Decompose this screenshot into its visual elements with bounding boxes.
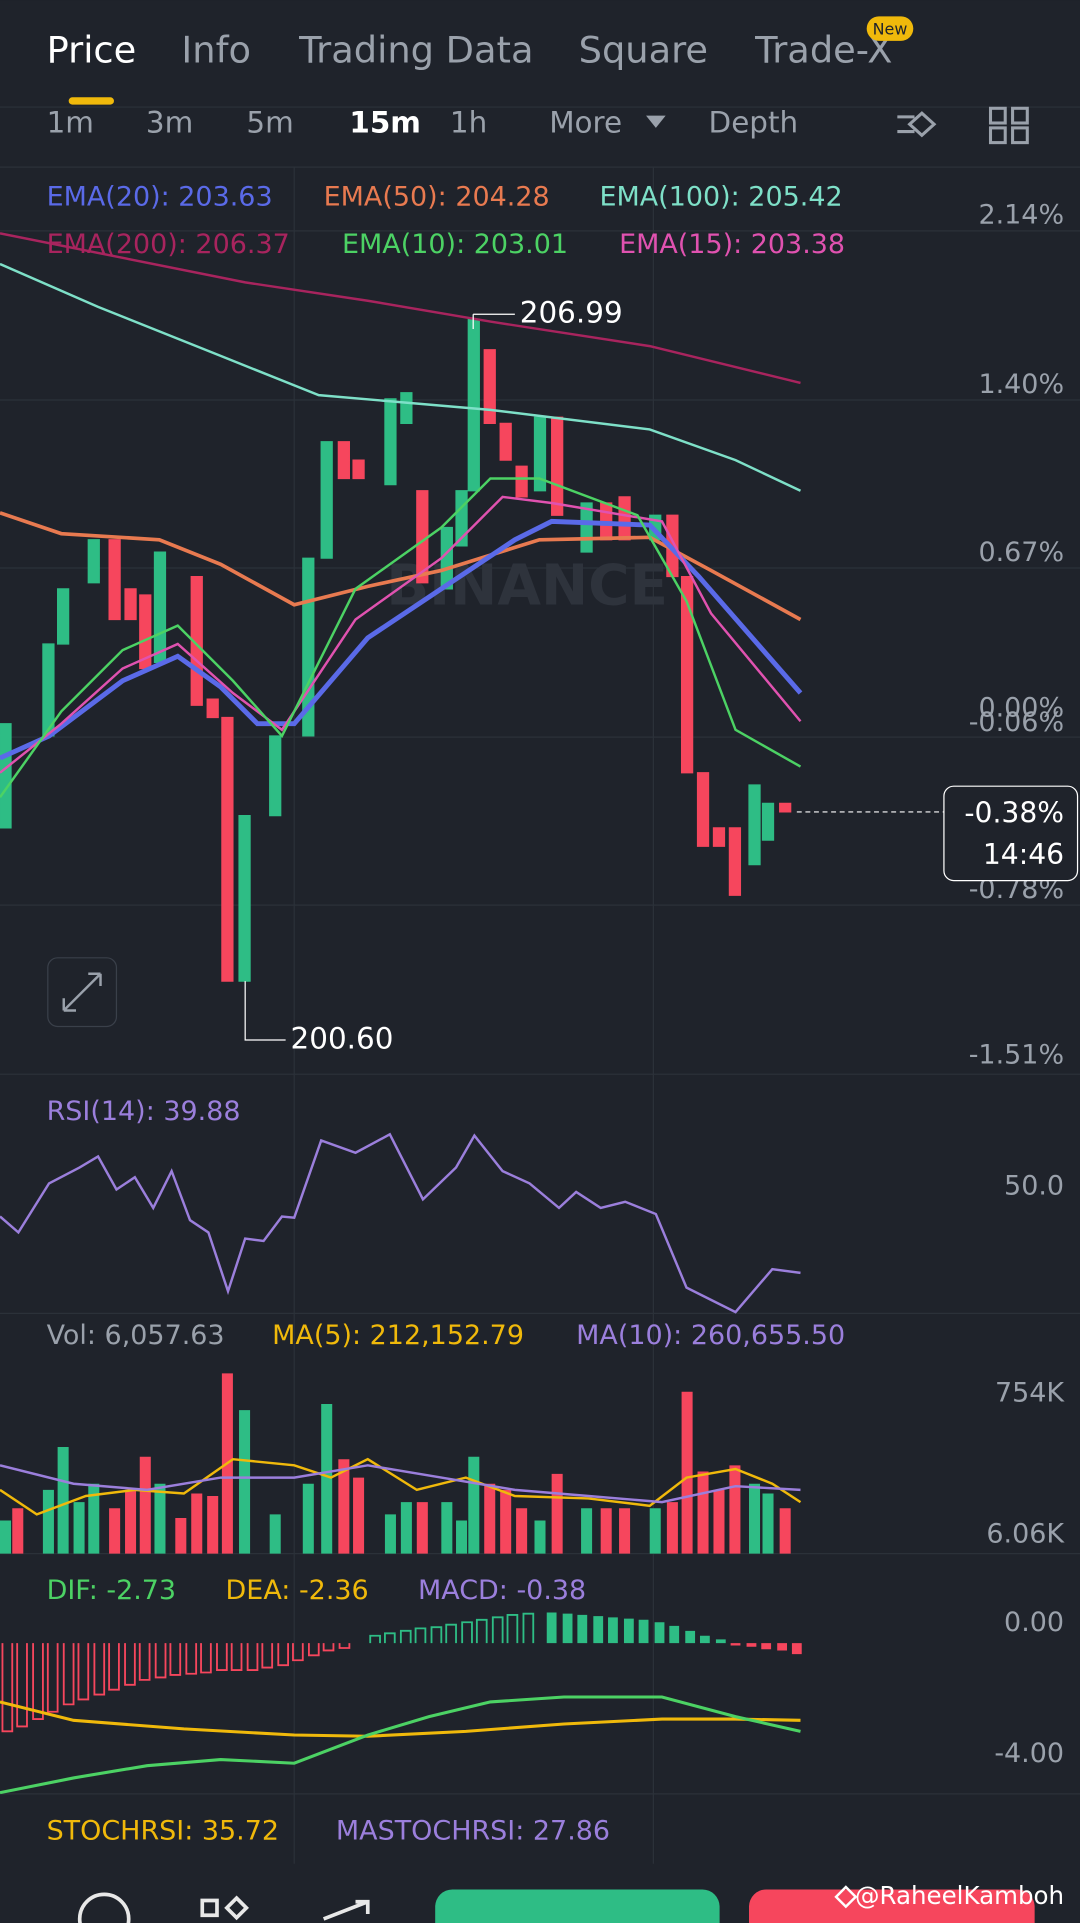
dea-line — [0, 1700, 801, 1738]
interval[interactable]: 1m — [47, 106, 94, 140]
axis-label: 0.67% — [978, 537, 1064, 568]
ema-label: EMA(15): 203.38 — [619, 229, 845, 260]
current-change: -0.38% — [964, 796, 1064, 829]
current-box — [943, 785, 1079, 882]
layout-icon — [1011, 106, 1029, 125]
ema-label: EMA(10): 203.01 — [342, 229, 568, 260]
watermark: BINANCE — [386, 553, 668, 618]
nav-icon[interactable] — [200, 1895, 250, 1921]
axis-label: 2.14% — [978, 200, 1064, 231]
layout-icon — [988, 126, 1007, 145]
vol-label: MA(5): 212,152.79 — [272, 1320, 524, 1351]
nav-icon[interactable] — [77, 1892, 131, 1923]
badge: New — [873, 19, 908, 38]
tab[interactable]: Trading Data — [298, 28, 533, 71]
rsi-label: RSI(14): 39.88 — [47, 1096, 241, 1127]
vol-label: MA(10): 260,655.50 — [576, 1320, 845, 1351]
axis-label: 0.00% — [978, 692, 1064, 723]
layout-icon — [1011, 126, 1029, 145]
stoch-label: STOCHRSI: 35.72 — [47, 1815, 279, 1846]
countdown: 14:46 — [983, 838, 1064, 871]
tab[interactable]: Info — [181, 28, 251, 71]
axis-label: -4.00 — [994, 1738, 1064, 1769]
vol-ma10 — [0, 1464, 801, 1504]
ema10-line — [0, 477, 802, 798]
settings-icon[interactable] — [897, 111, 937, 138]
tab[interactable]: Price — [47, 28, 137, 71]
axis-label: 50.0 — [1004, 1171, 1064, 1202]
macd-label: DIF: -2.73 — [47, 1575, 177, 1606]
axis-label: 6.06K — [986, 1519, 1065, 1550]
stoch-label: MASTOCHRSI: 27.86 — [336, 1815, 610, 1846]
expand-button[interactable] — [47, 957, 118, 1028]
axis-label: 0.00 — [1004, 1607, 1064, 1638]
ema-label: EMA(200): 206.37 — [47, 229, 290, 260]
macd-label: DEA: -2.36 — [226, 1575, 369, 1606]
volume-up — [0, 1404, 774, 1554]
credit: @RaheelKamboh — [855, 1881, 1064, 1910]
tab-indicator — [68, 97, 115, 105]
interval[interactable]: More — [549, 106, 622, 140]
high-marker — [472, 313, 515, 329]
interval[interactable]: Depth — [709, 106, 799, 140]
buy-button[interactable] — [435, 1889, 720, 1923]
axis-label: 1.40% — [978, 369, 1064, 400]
interval[interactable]: 1h — [450, 106, 487, 140]
macd-label: MACD: -0.38 — [418, 1575, 586, 1606]
high-label: 206.99 — [520, 296, 623, 330]
expand-icon — [62, 972, 102, 1012]
tab[interactable]: Square — [579, 28, 708, 71]
axis-label: -1.51% — [969, 1039, 1064, 1070]
macd-hist-hollow — [369, 1612, 535, 1644]
dif-line — [0, 1695, 801, 1795]
layout-icon[interactable] — [988, 106, 1007, 125]
ema20-line — [0, 518, 803, 761]
rsi-line — [0, 1132, 801, 1314]
ema-label: EMA(100): 205.42 — [599, 181, 842, 212]
macd-hist-up — [546, 1612, 726, 1644]
interval[interactable]: 5m — [246, 106, 293, 140]
interval[interactable]: 15m — [349, 106, 421, 140]
ema100-line — [0, 262, 802, 492]
ema15-line — [0, 495, 802, 774]
axis-label: 754K — [995, 1378, 1065, 1409]
badge-bg — [866, 16, 914, 41]
vol-ma5 — [0, 1457, 802, 1516]
low-marker — [244, 981, 286, 1041]
ema-label: EMA(50): 204.28 — [324, 181, 550, 212]
ema-label: EMA(20): 203.63 — [47, 181, 273, 212]
low-label: 200.60 — [291, 1021, 394, 1055]
axis-label: -0.06% — [969, 707, 1064, 738]
nav-icon[interactable] — [322, 1899, 370, 1921]
macd-hist-down — [730, 1643, 802, 1655]
credit-icon — [834, 1885, 858, 1909]
interval[interactable]: 3m — [146, 106, 193, 140]
ema200-line — [0, 232, 801, 385]
dropdown-icon — [646, 115, 666, 128]
vol-label: Vol: 6,057.63 — [47, 1320, 225, 1351]
sell-button[interactable] — [749, 1889, 1035, 1923]
